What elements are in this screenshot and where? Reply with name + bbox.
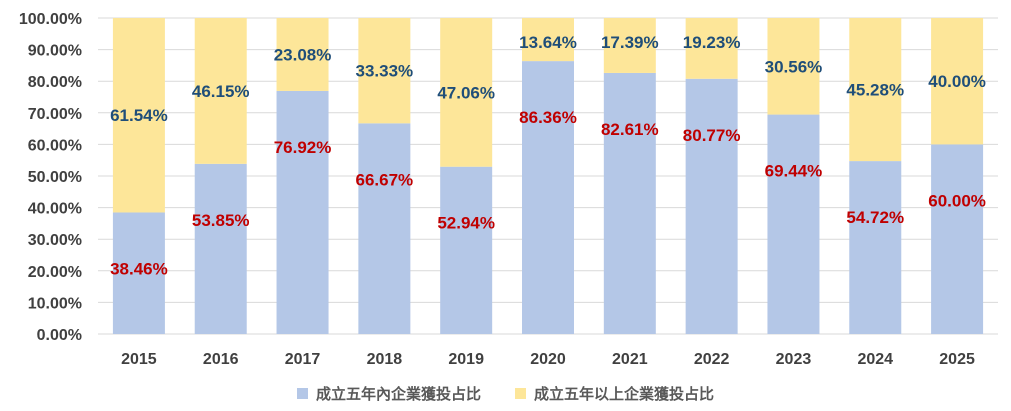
data-label-over-five-years: 19.23% [683, 33, 741, 52]
y-tick-label: 80.00% [28, 74, 82, 91]
bar-segment-within-five-years [522, 61, 574, 334]
stacked-bar-chart: 0.00% 10.00% 20.00% 30.00% 40.00% 50.00% 60.00… [19, 11, 998, 368]
bar-segment-over-five-years [522, 18, 574, 62]
x-tick-label: 2025 [939, 351, 975, 368]
legend-label-within-five-years: 成立五年內企業獲投占比 [315, 384, 481, 403]
bar-segment-over-five-years [440, 18, 493, 167]
data-label-over-five-years: 40.00% [928, 72, 986, 91]
data-label-within-five-years: 82.61% [601, 120, 659, 139]
bar-segment-over-five-years [767, 18, 820, 115]
bar-segment-over-five-years [276, 18, 329, 91]
data-label-over-five-years: 13.64% [519, 33, 577, 52]
bar-segment-over-five-years [603, 18, 656, 73]
x-tick-label: 2024 [857, 351, 893, 368]
x-tick-label: 2020 [530, 351, 566, 368]
y-tick-label: 90.00% [28, 43, 82, 60]
y-tick-label: 0.00% [37, 327, 82, 344]
y-tick-label: 20.00% [28, 264, 82, 281]
bar-segment-within-five-years [849, 161, 902, 334]
data-label-over-five-years: 61.54% [110, 106, 168, 125]
legend: 成立五年內企業獲投占比 成立五年以上企業獲投占比 [0, 380, 1011, 406]
bar-segment-over-five-years [931, 18, 984, 145]
y-tick-label: 60.00% [28, 137, 82, 154]
bar-segment-over-five-years [685, 18, 738, 79]
bar-segment-over-five-years [849, 18, 902, 162]
data-label-within-five-years: 60.00% [928, 191, 986, 210]
data-label-within-five-years: 69.44% [765, 162, 823, 181]
bar-segment-over-five-years [358, 18, 411, 124]
legend-label-over-five-years: 成立五年以上企業獲投占比 [534, 384, 715, 403]
bar-segment-within-five-years [358, 123, 411, 334]
bar-segment-over-five-years [194, 18, 247, 164]
y-tick-label: 100.00% [19, 11, 82, 28]
bar-segment-within-five-years [440, 166, 493, 334]
bar-segment-within-five-years [685, 78, 738, 334]
y-tick-label: 70.00% [28, 106, 82, 123]
x-tick-label: 2021 [612, 351, 648, 368]
data-label-within-five-years: 86.36% [519, 108, 577, 127]
data-label-within-five-years: 80.77% [683, 126, 741, 145]
data-label-within-five-years: 66.67% [356, 170, 414, 189]
bar-segment-within-five-years [112, 212, 165, 334]
x-tick-label: 2016 [203, 351, 239, 368]
legend-item-over-five-years: 成立五年以上企業獲投占比 [515, 383, 714, 404]
data-label-within-five-years: 76.92% [274, 138, 332, 157]
y-tick-label: 30.00% [28, 232, 82, 249]
x-tick-label: 2015 [121, 351, 157, 368]
legend-swatch-within-five-years [296, 387, 308, 399]
y-tick-label: 50.00% [28, 169, 82, 186]
data-label-over-five-years: 46.15% [192, 82, 250, 101]
bar-segment-within-five-years [931, 144, 984, 334]
x-tick-label: 2018 [367, 351, 403, 368]
data-label-over-five-years: 30.56% [765, 57, 823, 76]
bar-segment-within-five-years [767, 114, 820, 334]
data-label-within-five-years: 54.72% [846, 208, 904, 227]
legend-item-within-five-years: 成立五年內企業獲投占比 [296, 383, 481, 404]
y-tick-label: 10.00% [28, 295, 82, 312]
data-label-over-five-years: 47.06% [437, 83, 495, 102]
data-label-within-five-years: 52.94% [437, 214, 495, 233]
data-label-over-five-years: 45.28% [846, 81, 904, 100]
bar-segment-within-five-years [603, 72, 656, 335]
data-label-over-five-years: 33.33% [356, 62, 414, 81]
bar-segment-within-five-years [276, 90, 329, 334]
data-label-over-five-years: 17.39% [601, 33, 659, 52]
y-tick-label: 40.00% [28, 201, 82, 218]
bar-segment-over-five-years [112, 18, 165, 213]
x-tick-label: 2023 [776, 351, 812, 368]
data-label-within-five-years: 53.85% [192, 211, 250, 230]
x-tick-label: 2017 [285, 351, 321, 368]
data-label-within-five-years: 38.46% [110, 259, 168, 278]
x-tick-label: 2019 [448, 351, 484, 368]
legend-swatch-over-five-years [515, 387, 526, 399]
bar-segment-within-five-years [194, 163, 247, 334]
data-label-over-five-years: 23.08% [274, 45, 332, 64]
x-tick-label: 2022 [694, 351, 730, 368]
